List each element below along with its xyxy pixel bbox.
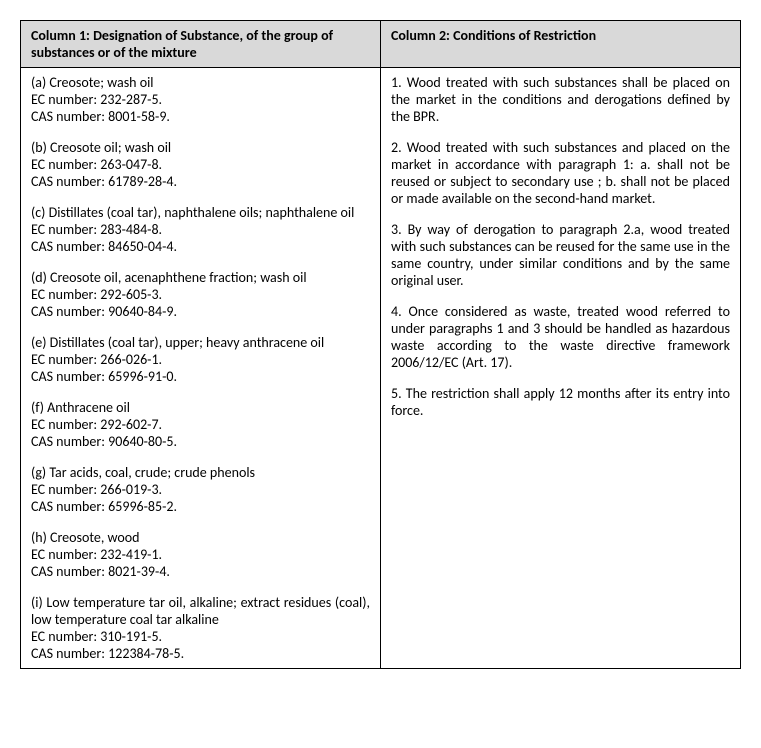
table-body-row: (a) Creosote; wash oil EC number: 232-28… xyxy=(21,68,741,669)
substance-cas: CAS number: 90640-80-5. xyxy=(31,433,370,450)
substance-cas: CAS number: 84650-04-4. xyxy=(31,238,370,255)
substance-block: (i) Low temperature tar oil, alkaline; e… xyxy=(31,594,370,662)
substance-cas: CAS number: 61789-28-4. xyxy=(31,173,370,190)
substance-cas: CAS number: 8021-39-4. xyxy=(31,563,370,580)
condition-item: 5. The restriction shall apply 12 months… xyxy=(391,385,730,419)
substance-name: (h) Creosote, wood xyxy=(31,529,370,546)
substance-ec: EC number: 266-019-3. xyxy=(31,481,370,498)
substance-block: (a) Creosote; wash oil EC number: 232-28… xyxy=(31,74,370,125)
substance-ec: EC number: 283-484-8. xyxy=(31,221,370,238)
substance-name: (a) Creosote; wash oil xyxy=(31,74,370,91)
substance-name: (i) Low temperature tar oil, alkaline; e… xyxy=(31,594,370,628)
substance-cas: CAS number: 122384-78-5. xyxy=(31,645,370,662)
substance-block: (e) Distillates (coal tar), upper; heavy… xyxy=(31,334,370,385)
substance-name: (d) Creosote oil, acenaphthene fraction;… xyxy=(31,269,370,286)
condition-item: 4. Once considered as waste, treated woo… xyxy=(391,303,730,371)
substance-block: (b) Creosote oil; wash oil EC number: 26… xyxy=(31,139,370,190)
header-col1: Column 1: Designation of Substance, of t… xyxy=(21,21,381,68)
substance-ec: EC number: 232-419-1. xyxy=(31,546,370,563)
substance-ec: EC number: 292-602-7. xyxy=(31,416,370,433)
substances-cell: (a) Creosote; wash oil EC number: 232-28… xyxy=(21,68,381,669)
substance-ec: EC number: 263-047-8. xyxy=(31,156,370,173)
substance-cas: CAS number: 65996-85-2. xyxy=(31,498,370,515)
substance-name: (e) Distillates (coal tar), upper; heavy… xyxy=(31,334,370,351)
header-col2: Column 2: Conditions of Restriction xyxy=(381,21,741,68)
restriction-table: Column 1: Designation of Substance, of t… xyxy=(20,20,741,669)
substance-cas: CAS number: 90640-84-9. xyxy=(31,303,370,320)
substance-name: (c) Distillates (coal tar), naphthalene … xyxy=(31,204,370,221)
table-header-row: Column 1: Designation of Substance, of t… xyxy=(21,21,741,68)
condition-item: 3. By way of derogation to paragraph 2.a… xyxy=(391,221,730,289)
substance-name: (b) Creosote oil; wash oil xyxy=(31,139,370,156)
substance-ec: EC number: 232-287-5. xyxy=(31,91,370,108)
substance-ec: EC number: 266-026-1. xyxy=(31,351,370,368)
substance-block: (d) Creosote oil, acenaphthene fraction;… xyxy=(31,269,370,320)
substance-name: (g) Tar acids, coal, crude; crude phenol… xyxy=(31,464,370,481)
condition-item: 1. Wood treated with such substances sha… xyxy=(391,74,730,125)
substance-ec: EC number: 310-191-5. xyxy=(31,628,370,645)
substance-block: (g) Tar acids, coal, crude; crude phenol… xyxy=(31,464,370,515)
conditions-cell: 1. Wood treated with such substances sha… xyxy=(381,68,741,669)
substance-block: (c) Distillates (coal tar), naphthalene … xyxy=(31,204,370,255)
condition-item: 2. Wood treated with such substances and… xyxy=(391,139,730,207)
substance-ec: EC number: 292-605-3. xyxy=(31,286,370,303)
substance-block: (h) Creosote, wood EC number: 232-419-1.… xyxy=(31,529,370,580)
substance-cas: CAS number: 65996-91-0. xyxy=(31,368,370,385)
substance-name: (f) Anthracene oil xyxy=(31,399,370,416)
substance-cas: CAS number: 8001-58-9. xyxy=(31,108,370,125)
substance-block: (f) Anthracene oil EC number: 292-602-7.… xyxy=(31,399,370,450)
